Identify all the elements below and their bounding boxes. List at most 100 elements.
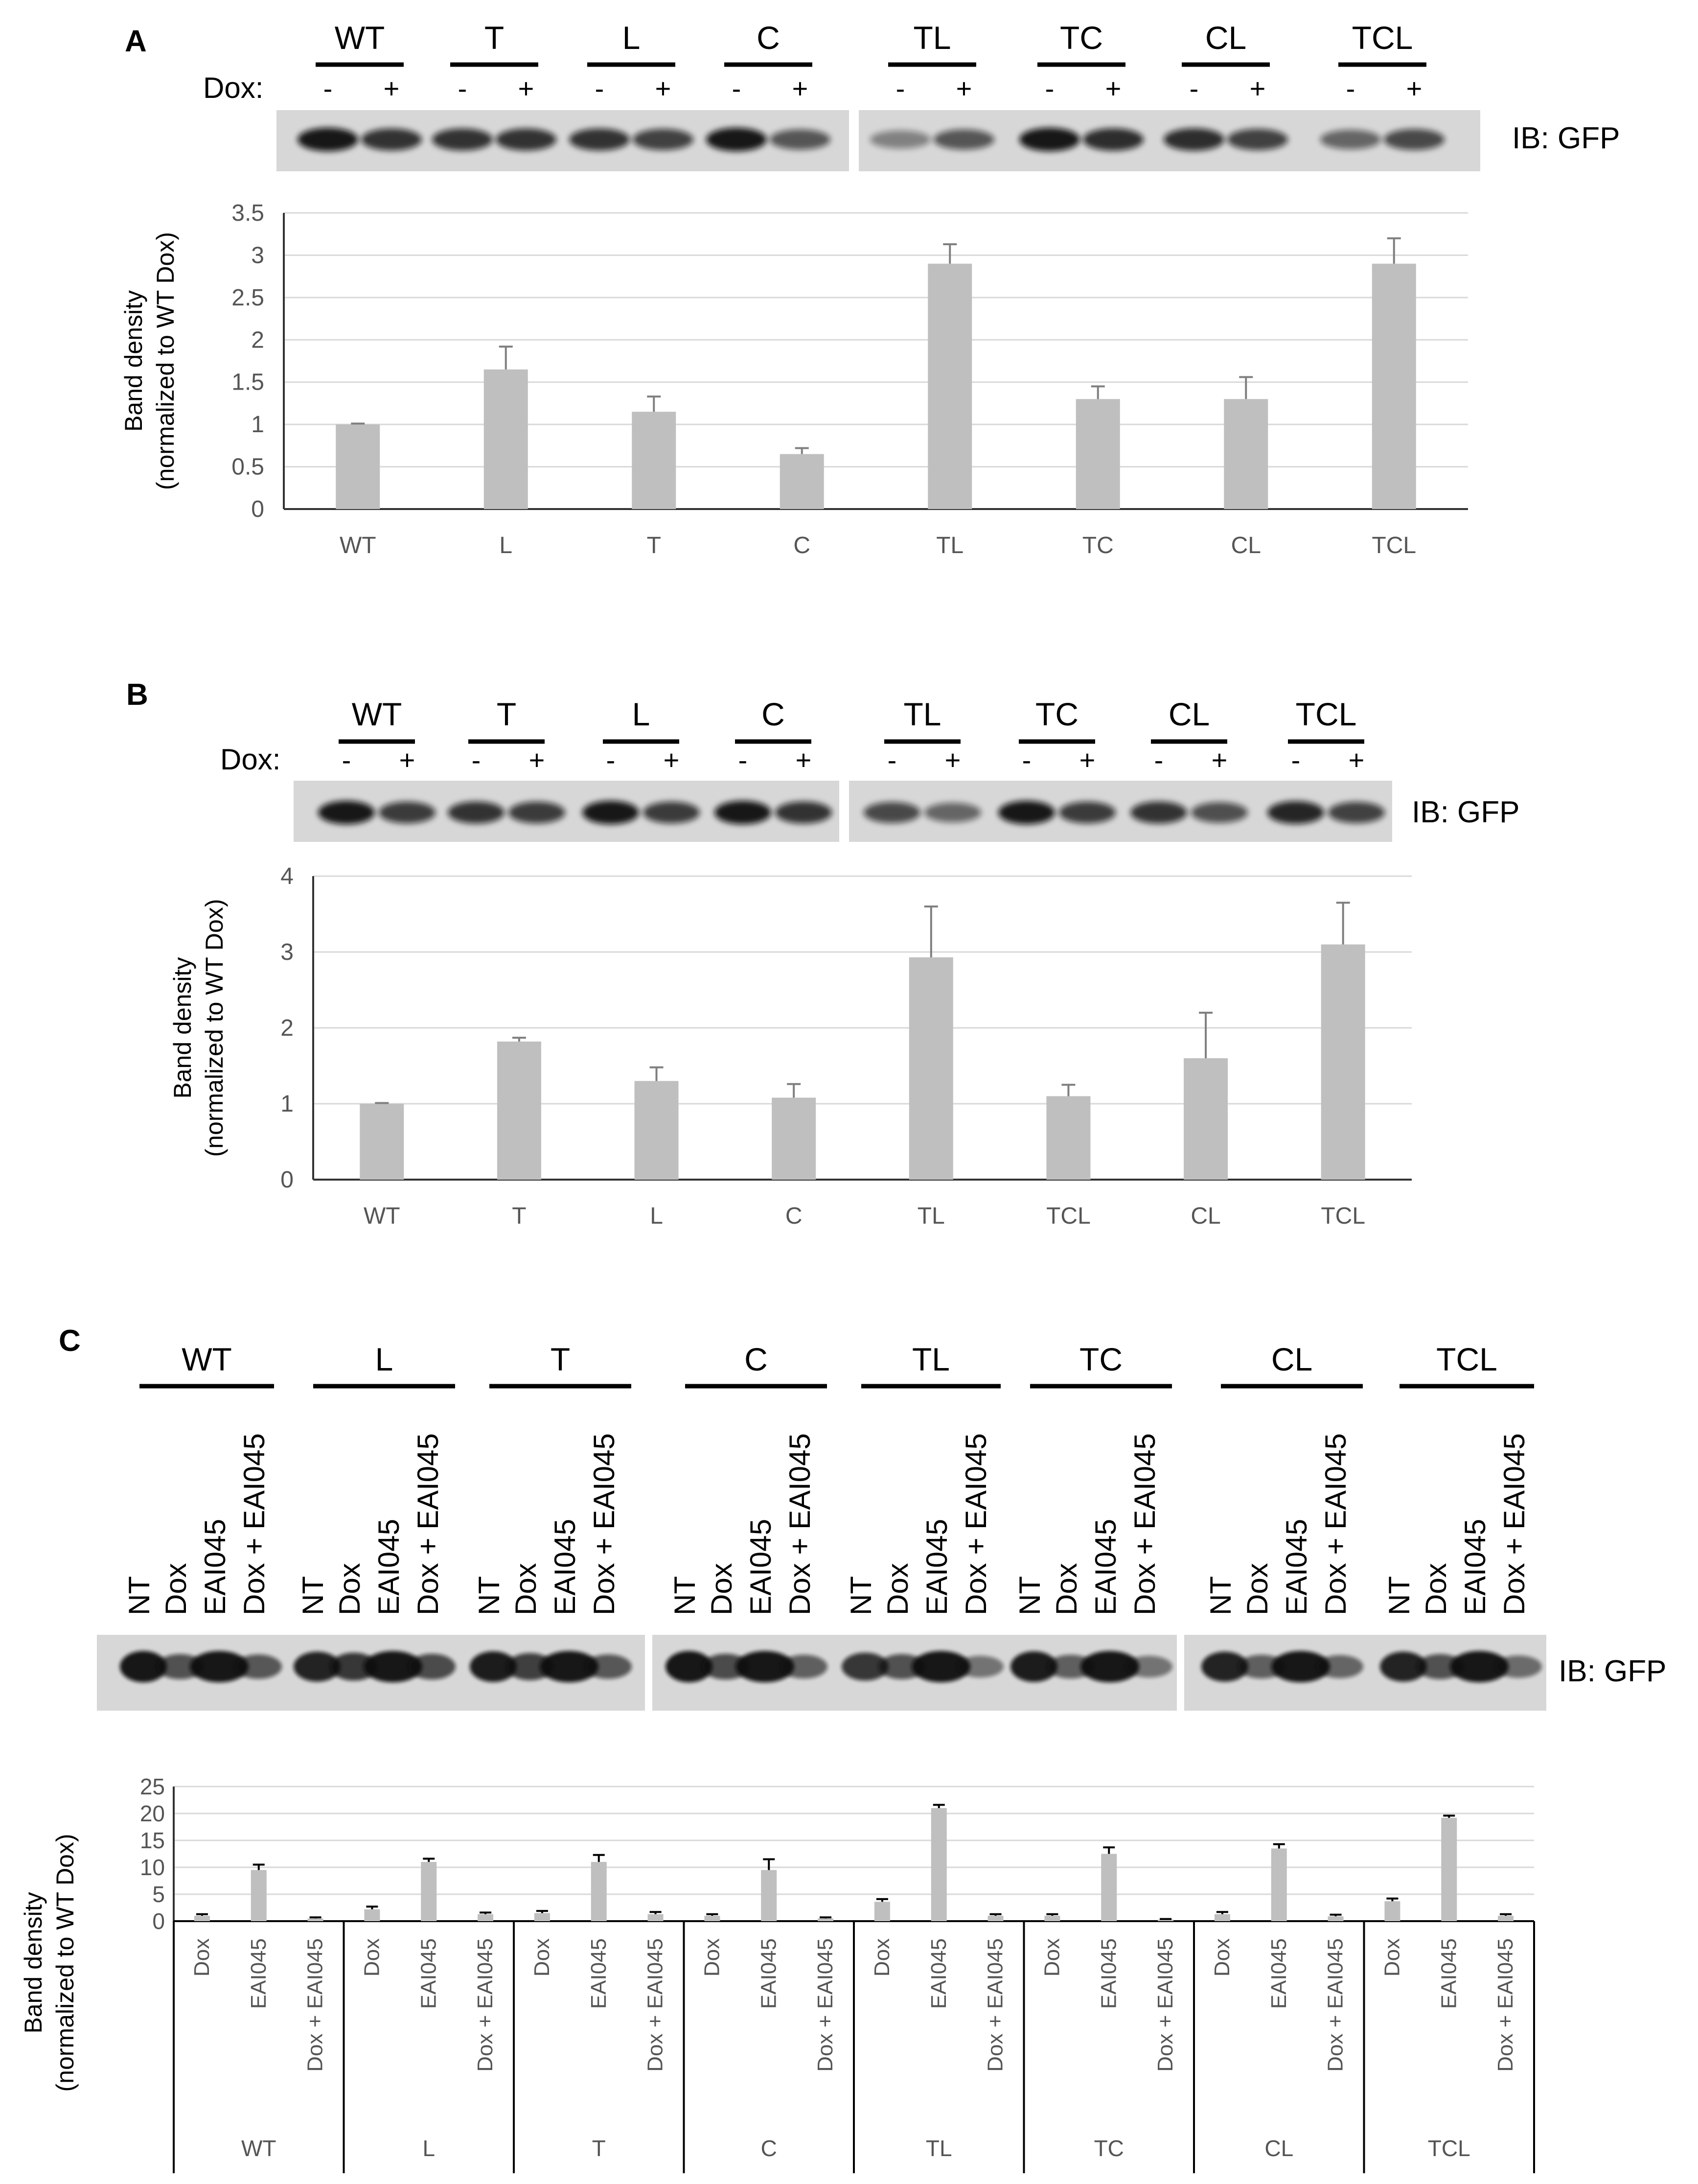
bar bbox=[1271, 1848, 1287, 1921]
lane-label: NT bbox=[1013, 1576, 1046, 1615]
blot-band bbox=[775, 801, 832, 824]
group-label: L bbox=[375, 1341, 393, 1377]
dox-plus: + bbox=[1349, 744, 1365, 775]
dox-plus: + bbox=[384, 73, 400, 104]
blot-band bbox=[1191, 802, 1248, 823]
dox-plus: + bbox=[1079, 744, 1096, 775]
lane-label: EAI045 bbox=[1089, 1519, 1122, 1615]
blot-band bbox=[318, 801, 375, 824]
dox-minus: - bbox=[732, 73, 741, 104]
group-label: C bbox=[761, 696, 785, 732]
x-subcategory-label: Dox bbox=[1380, 1938, 1404, 1976]
bar bbox=[421, 1862, 437, 1921]
y-axis-title: Band density bbox=[120, 290, 147, 432]
y-axis-title: Band density bbox=[169, 957, 196, 1098]
dox-plus: + bbox=[945, 744, 961, 775]
y-tick-label: 3 bbox=[251, 242, 264, 268]
group-label: TL bbox=[903, 696, 941, 732]
dox-plus: + bbox=[796, 744, 812, 775]
lane-label: NT bbox=[845, 1576, 877, 1615]
blot-band bbox=[1125, 1655, 1172, 1678]
bar bbox=[497, 1041, 541, 1180]
y-axis-title: Band density bbox=[20, 1892, 47, 2033]
bar bbox=[1321, 944, 1365, 1180]
dox-minus: - bbox=[896, 73, 905, 104]
dox-plus: + bbox=[529, 744, 545, 775]
blot-band bbox=[364, 1651, 422, 1682]
blot-band bbox=[190, 1651, 249, 1682]
blot-band bbox=[1380, 1651, 1427, 1682]
dox-minus: - bbox=[888, 744, 897, 775]
bar bbox=[987, 1916, 1004, 1921]
x-subcategory-label: EAI045 bbox=[927, 1938, 951, 2009]
bar bbox=[931, 1808, 947, 1921]
panel-b-letter: B bbox=[126, 678, 148, 712]
bar bbox=[874, 1902, 890, 1921]
lane-label: Dox bbox=[1050, 1563, 1083, 1615]
x-group-label: TL bbox=[926, 2136, 952, 2161]
lane-label: Dox + EAI045 bbox=[1319, 1433, 1352, 1615]
blot-band bbox=[957, 1655, 1004, 1678]
lane-label: NT bbox=[1383, 1576, 1416, 1615]
x-subcategory-label: EAI045 bbox=[416, 1938, 440, 2009]
blot-band bbox=[1271, 1651, 1330, 1682]
blot-band bbox=[540, 1651, 598, 1682]
group-label: TC bbox=[1079, 1341, 1123, 1377]
blot-band bbox=[508, 801, 565, 824]
group-label: TCL bbox=[1352, 20, 1413, 56]
bar bbox=[761, 1870, 777, 1921]
x-group-label: C bbox=[761, 2136, 777, 2161]
x-subcategory-label: Dox bbox=[870, 1938, 894, 1976]
dox-minus: - bbox=[472, 744, 481, 775]
x-subcategory-label: Dox + EAI045 bbox=[813, 1938, 837, 2072]
dox-plus: + bbox=[1105, 73, 1122, 104]
group-label: T bbox=[484, 20, 504, 56]
panel-c-blot-label: IB: GFP bbox=[1559, 1654, 1666, 1688]
bar bbox=[818, 1918, 834, 1921]
bar bbox=[360, 1104, 404, 1180]
y-tick-label: 1 bbox=[280, 1091, 294, 1117]
x-subcategory-label: Dox + EAI045 bbox=[1324, 1938, 1348, 2072]
group-label: C bbox=[744, 1341, 768, 1377]
lane-label: Dox + EAI045 bbox=[412, 1433, 444, 1615]
group-label: TC bbox=[1035, 696, 1078, 732]
blot-band bbox=[878, 1654, 925, 1679]
blot-band bbox=[432, 128, 493, 151]
dox-plus: + bbox=[399, 744, 415, 775]
y-tick-label: 15 bbox=[140, 1828, 165, 1853]
x-tick-label: WT bbox=[340, 533, 376, 558]
panel-a-group-headers: WT T L C TL TC CL TCL bbox=[316, 20, 1426, 67]
dox-minus: - bbox=[458, 73, 467, 104]
bar bbox=[772, 1097, 816, 1180]
blot-band bbox=[714, 801, 771, 824]
dox-minus: - bbox=[1022, 744, 1032, 775]
lane-label: Dox bbox=[705, 1563, 738, 1615]
blot-band bbox=[294, 1651, 341, 1682]
group-label: T bbox=[551, 1341, 570, 1377]
y-tick-label: 0 bbox=[152, 1908, 165, 1934]
bar bbox=[194, 1916, 210, 1921]
bar bbox=[1214, 1914, 1230, 1921]
y-tick-label: 20 bbox=[140, 1801, 165, 1826]
group-label: WT bbox=[335, 20, 385, 56]
x-subcategory-label: Dox + EAI045 bbox=[1493, 1938, 1517, 2072]
lane-label: EAI045 bbox=[1459, 1519, 1491, 1615]
x-subcategory-label: Dox + EAI045 bbox=[473, 1938, 497, 2072]
blot-band bbox=[120, 1651, 167, 1682]
x-subcategory-label: EAI045 bbox=[1437, 1938, 1461, 2009]
panel-c-group-headers: WT L T C TL TC CL TCL bbox=[139, 1341, 1534, 1389]
blot-band bbox=[157, 1654, 204, 1679]
x-subcategory-label: Dox bbox=[360, 1938, 384, 1976]
lane-label: Dox + EAI045 bbox=[588, 1433, 620, 1615]
panel-b-dox-label: Dox: bbox=[220, 743, 280, 776]
lane-label: Dox + EAI045 bbox=[1128, 1433, 1161, 1615]
x-subcategory-label: Dox bbox=[1040, 1938, 1064, 1976]
group-label: WT bbox=[352, 696, 402, 732]
bar bbox=[632, 412, 676, 509]
y-tick-label: 0 bbox=[251, 496, 264, 522]
dox-minus: - bbox=[342, 744, 351, 775]
blot-band bbox=[1267, 801, 1324, 824]
group-label: CL bbox=[1205, 20, 1246, 56]
